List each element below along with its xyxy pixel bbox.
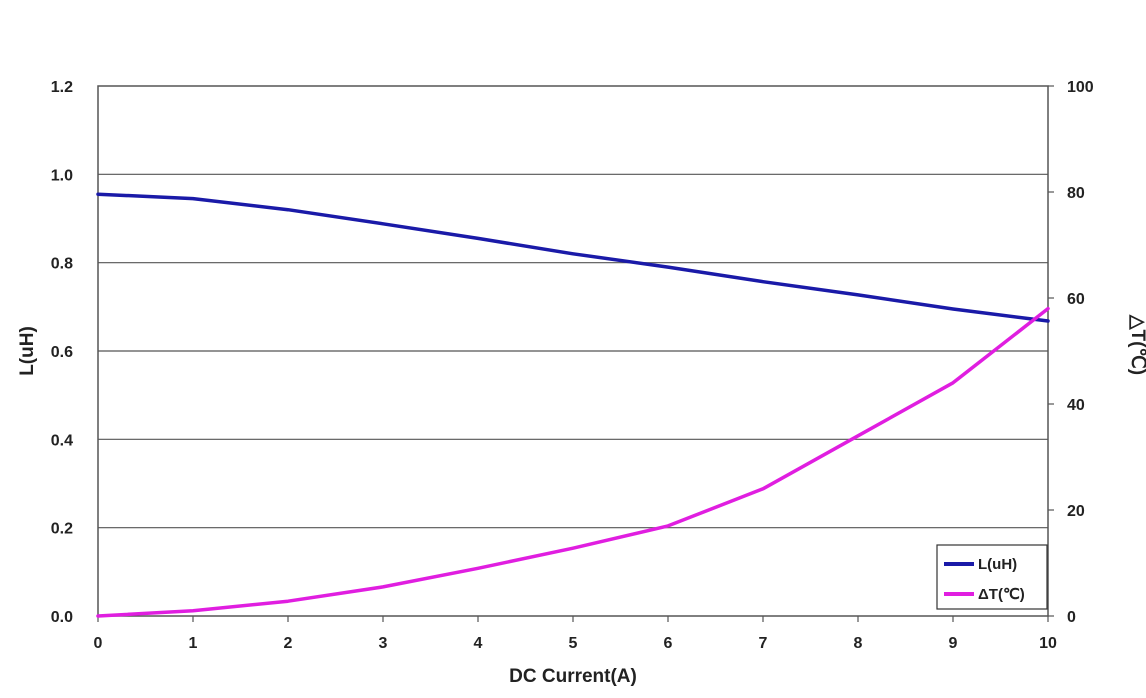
y2-tick-label: 0 — [1067, 609, 1076, 626]
gridlines — [98, 173, 1048, 529]
legend-label-l-uh: L(uH) — [978, 556, 1017, 573]
y-tick-label: 0.4 — [51, 432, 73, 449]
x-tick-label: 10 — [1039, 635, 1057, 652]
series-line-delta-t — [96, 306, 1050, 618]
series-lines — [96, 192, 1050, 618]
x-tick-label: 5 — [569, 635, 578, 652]
y-tick-label: 0.2 — [51, 521, 73, 538]
legend: L(uH) ΔT(℃) — [936, 544, 1048, 610]
y2-tick-label: 20 — [1067, 503, 1085, 520]
x-axis-title: DC Current(A) — [509, 666, 637, 687]
y2-tick-label: 80 — [1067, 185, 1085, 202]
axis-ticks: 0.00.20.40.60.81.01.20 1 2 3 4 5 6 7 8 9 100204060… — [51, 79, 1094, 652]
y-tick-label: 0.6 — [51, 344, 73, 361]
y2-tick-label: 100 — [1067, 79, 1094, 96]
x-tick-label: 0 — [94, 635, 103, 652]
y2-axis-title: △T(℃) — [1127, 314, 1146, 375]
x-tick-label: 6 — [664, 635, 673, 652]
x-tick-label: 4 — [474, 635, 483, 652]
legend-box — [936, 544, 1048, 610]
y-axis-title: L(uH) — [17, 326, 38, 376]
x-tick-label: 8 — [854, 635, 863, 652]
y-tick-label: 1.2 — [51, 79, 73, 96]
y2-tick-label: 40 — [1067, 397, 1085, 414]
x-tick-label: 3 — [379, 635, 388, 652]
series-line-l-uh — [96, 192, 1050, 323]
x-tick-label: 7 — [759, 635, 768, 652]
x-tick-label: 2 — [284, 635, 293, 652]
x-tick-label: 9 — [949, 635, 958, 652]
y-tick-label: 0.8 — [51, 256, 73, 273]
y-tick-label: 1.0 — [51, 167, 73, 184]
legend-label-delta-t: ΔT(℃) — [978, 586, 1025, 603]
y-tick-label: 0.0 — [51, 609, 73, 626]
y2-tick-label: 60 — [1067, 291, 1085, 308]
x-tick-label: 1 — [189, 635, 198, 652]
